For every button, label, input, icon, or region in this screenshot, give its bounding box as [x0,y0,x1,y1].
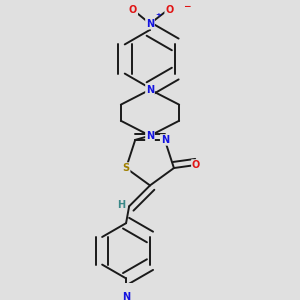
Text: N: N [146,85,154,95]
Text: H: H [117,200,125,210]
Text: N: N [146,19,154,29]
Text: N: N [146,131,154,141]
Text: −: − [183,2,190,11]
Text: O: O [165,5,173,15]
Text: O: O [192,160,200,170]
Text: +: + [156,12,161,18]
Text: S: S [122,163,130,173]
Text: N: N [122,292,130,300]
Text: N: N [161,135,169,145]
Text: O: O [129,5,137,15]
